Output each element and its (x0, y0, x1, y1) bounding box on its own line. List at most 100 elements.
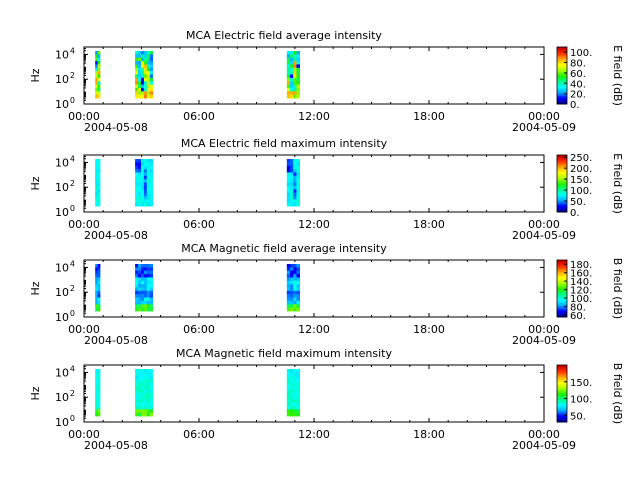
heatmap-cell (296, 307, 301, 312)
heatmap-cell (97, 409, 101, 414)
colorbar-segment (557, 308, 567, 311)
colorbar-segment (557, 265, 567, 268)
colorbar-segment (557, 367, 567, 370)
colorbar-segment (557, 79, 567, 82)
colorbar-segment (557, 155, 567, 157)
heatmap-cell (146, 67, 151, 72)
heatmap-cell (135, 202, 139, 207)
heatmap-cell (143, 202, 148, 207)
heatmap-cell (138, 175, 142, 180)
heatmap-cell (293, 402, 297, 407)
heatmap-cell (293, 300, 297, 305)
heatmap-cell (146, 304, 151, 309)
heatmap-cell (149, 385, 154, 390)
heatmap-cell (143, 287, 148, 292)
x-date-label: 2004-05-08 (84, 121, 148, 134)
colorbar-segment (557, 167, 567, 170)
heatmap-cell (140, 159, 145, 163)
colorbar-segment (557, 305, 567, 308)
heatmap-cell (95, 264, 98, 268)
heatmap-cell (290, 54, 294, 59)
heatmap-cell (140, 169, 145, 173)
heatmap-cell (149, 182, 154, 187)
heatmap-cell (296, 267, 301, 272)
heatmap-cell (293, 405, 297, 410)
x-date-label: 2004-05-08 (84, 439, 148, 452)
colorbar-segment (557, 277, 567, 280)
colorbar-segment (557, 281, 567, 284)
y-tick-exponent: 2 (70, 71, 75, 80)
heatmap-cell (138, 159, 142, 163)
colorbar-tick-label: 150. (570, 175, 592, 186)
heatmap-cell (135, 74, 139, 79)
heatmap-cell (97, 267, 101, 272)
x-tick-label: 00:00 (528, 323, 560, 336)
heatmap-cell (290, 402, 294, 407)
heatmap-cell (138, 382, 142, 387)
colorbar-tick-label: 140. (570, 277, 592, 288)
heatmap-cell (286, 179, 291, 183)
heatmap-cell (95, 77, 98, 82)
heatmap-cell (135, 375, 139, 380)
colorbar-segment (557, 82, 567, 85)
heatmap-cell (146, 372, 151, 377)
colorbar-segment (557, 192, 567, 194)
heatmap-cell (138, 67, 142, 72)
x-tick-label: 00:00 (528, 110, 560, 123)
colorbar-segment (557, 210, 567, 213)
heatmap-cell (138, 54, 142, 59)
heatmap-cell (135, 61, 139, 65)
heatmap-cell (290, 175, 294, 180)
heatmap-cell (138, 185, 142, 190)
heatmap-cell (149, 54, 154, 59)
colorbar-segment (557, 156, 567, 159)
heatmap-cell (95, 81, 98, 85)
heatmap-cell (149, 172, 154, 177)
colorbar-segment (557, 288, 567, 291)
heatmap-cell (140, 409, 145, 414)
heatmap-cell (286, 409, 291, 414)
heatmap-cell (149, 412, 154, 417)
heatmap-cell (97, 307, 101, 312)
heatmap-cell (97, 189, 101, 193)
heatmap-cell (140, 304, 145, 309)
colorbar-segment (557, 376, 567, 379)
heatmap-cell (95, 274, 98, 278)
heatmap-cell (146, 192, 151, 197)
heatmap-cell (97, 172, 101, 177)
heatmap-cell (286, 277, 291, 282)
heatmap-cell (138, 169, 142, 173)
colorbar-label: B field (dB) (611, 258, 624, 319)
heatmap-cell (138, 402, 142, 407)
heatmap-cell (296, 74, 301, 79)
colorbar-segment (557, 52, 567, 55)
x-date-label: 2004-05-09 (512, 121, 576, 134)
heatmap-cell (95, 175, 98, 180)
data-interval-1 (135, 264, 154, 312)
heatmap-cell (138, 51, 142, 55)
heatmap-cell (143, 175, 148, 180)
y-tick-label: 10 (55, 416, 69, 429)
heatmap-cell (97, 284, 101, 288)
heatmap-cell (149, 280, 154, 285)
x-date-label: 2004-05-08 (84, 229, 148, 242)
colorbar-segment (557, 58, 567, 61)
heatmap-cell (143, 409, 148, 414)
heatmap-cell (140, 395, 145, 400)
heatmap-cell (146, 307, 151, 312)
colorbar-segment (557, 419, 567, 422)
heatmap-cell (296, 412, 301, 417)
heatmap-cell (97, 304, 101, 309)
heatmap-cell (286, 274, 291, 278)
heatmap-cell (286, 172, 291, 177)
heatmap-cell (143, 51, 148, 55)
colorbar-segment (557, 160, 567, 163)
data-interval-0 (95, 159, 101, 207)
heatmap-cell (286, 402, 291, 407)
heatmap-cell (286, 290, 291, 295)
heatmap-cell (296, 202, 301, 207)
heatmap-cell (149, 267, 154, 272)
heatmap-cell (290, 162, 294, 167)
colorbar-segment (557, 193, 567, 196)
colorbar-segment (557, 285, 567, 288)
